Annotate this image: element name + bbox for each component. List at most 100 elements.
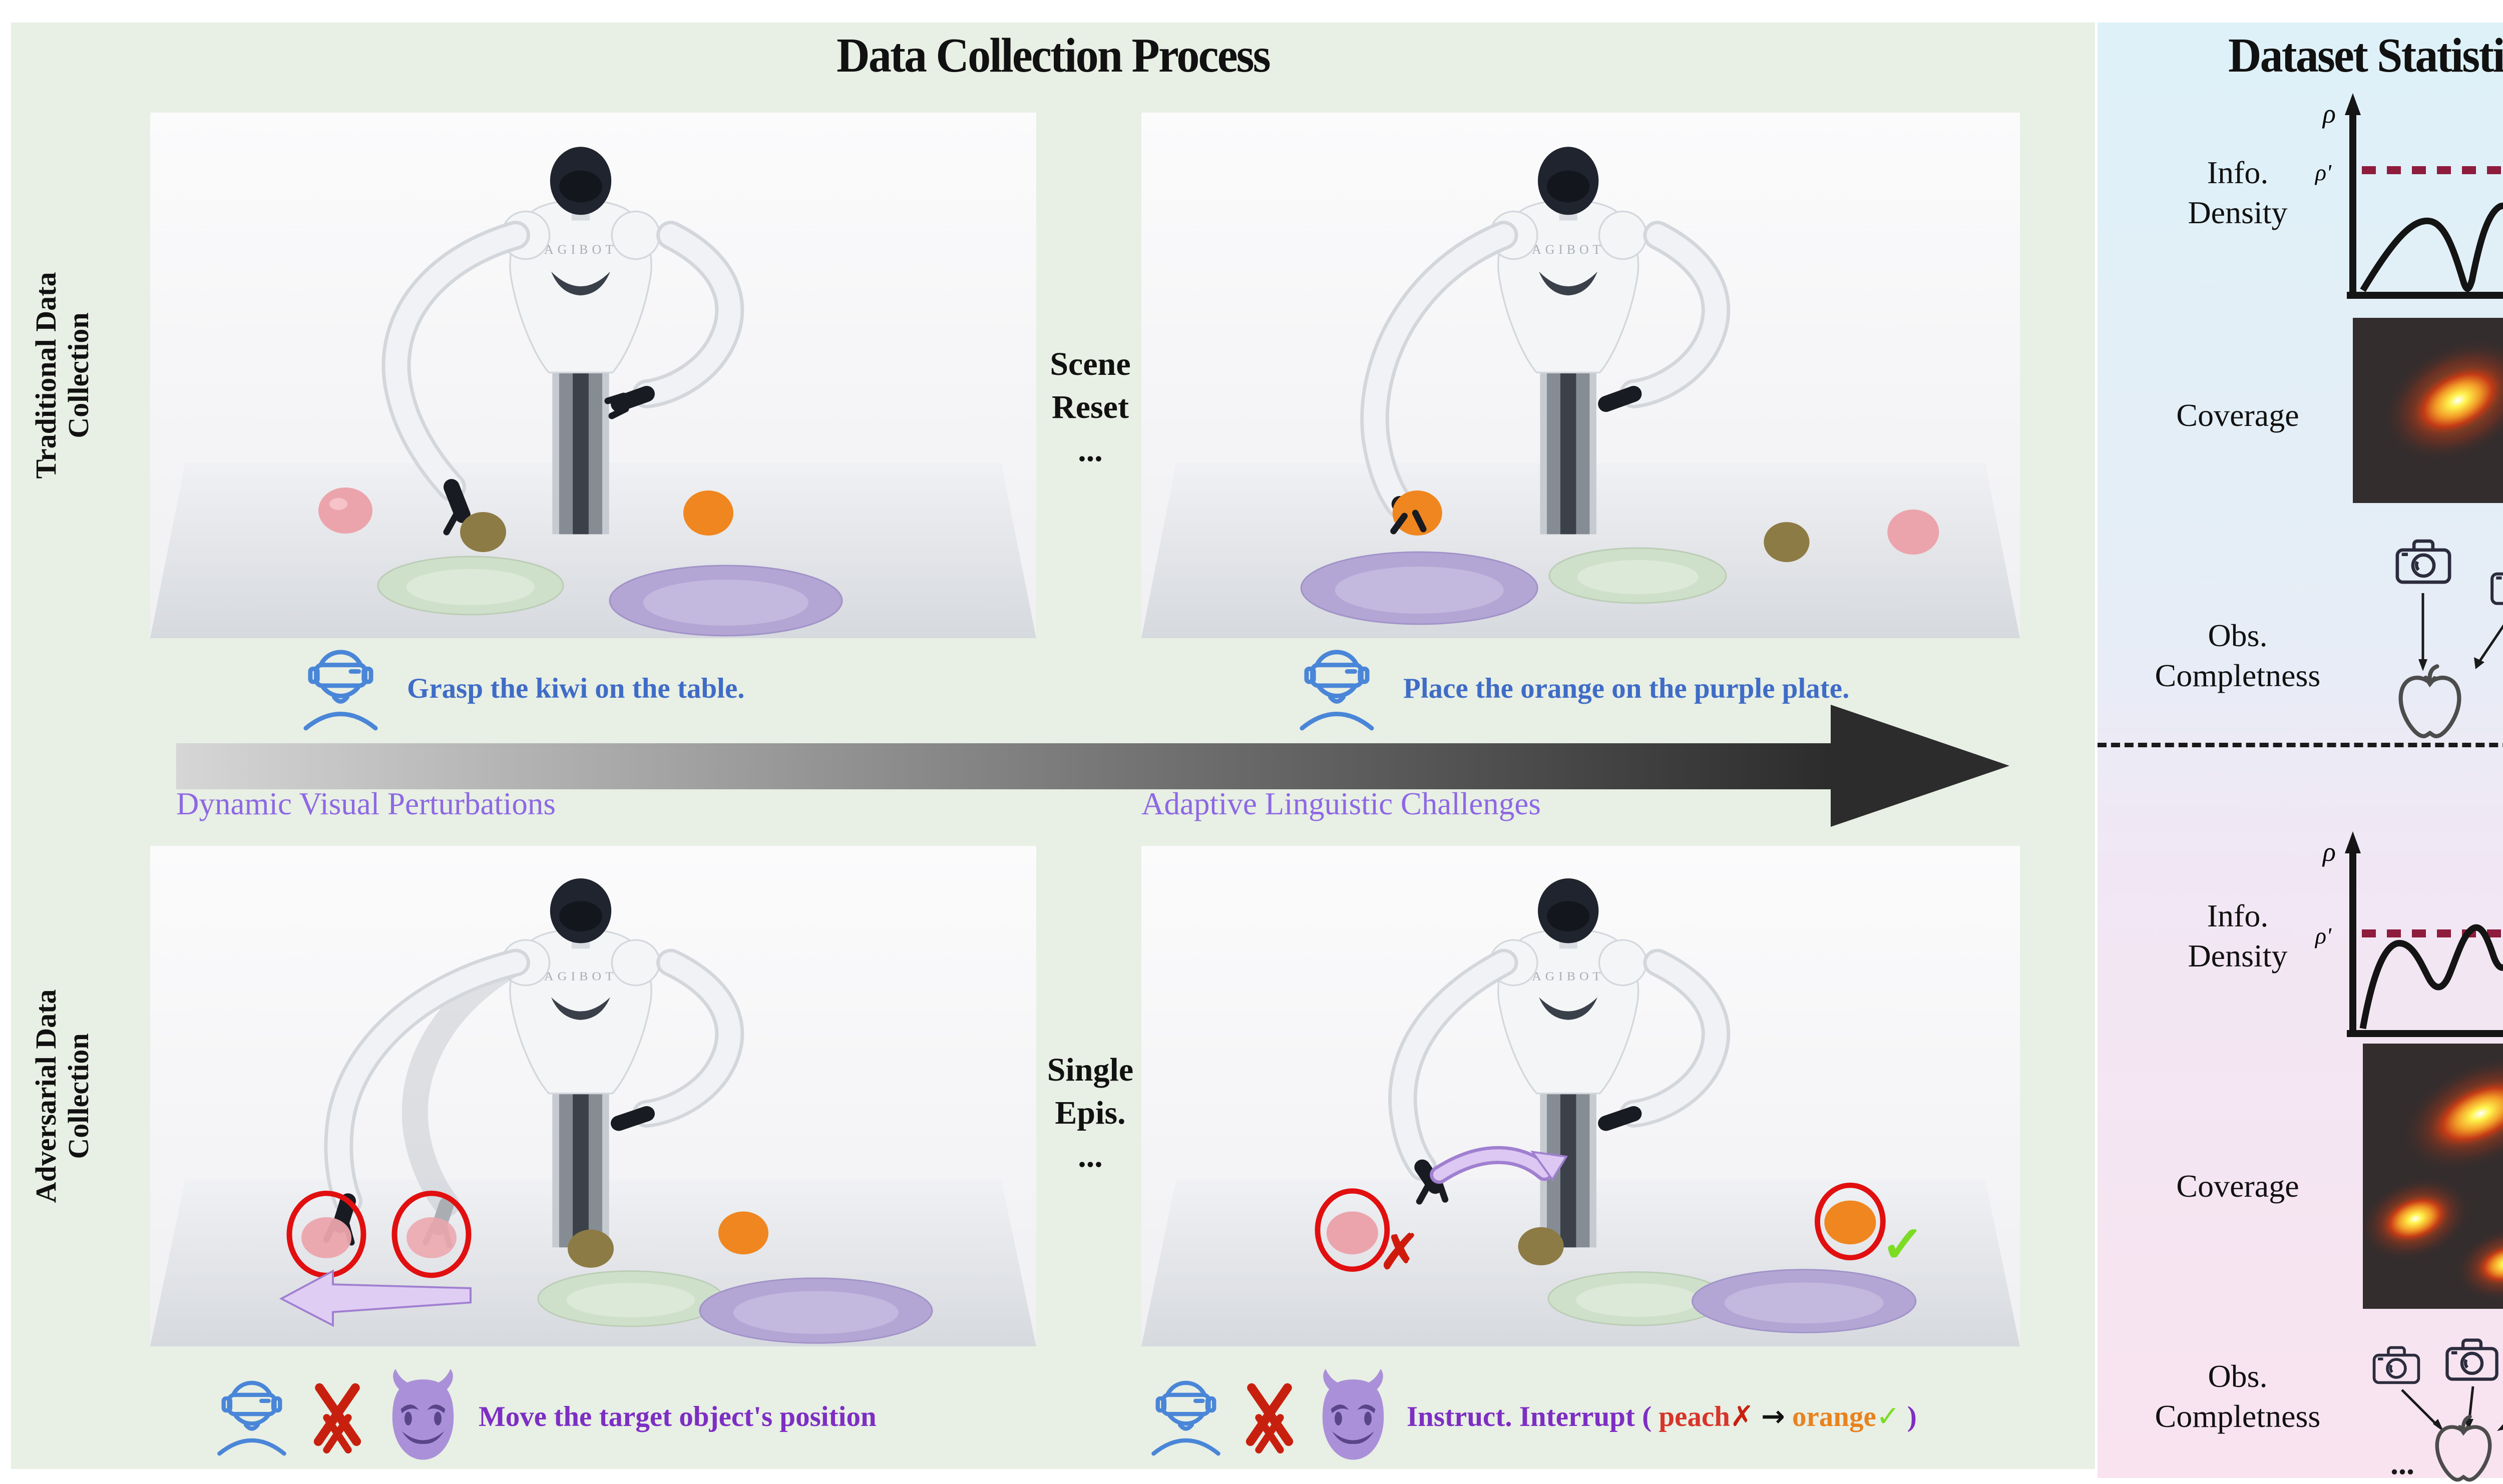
robot-brand-text: AGIBOT: [1532, 969, 1604, 983]
cross-mark: ✗: [1379, 1226, 1420, 1279]
apple-icon: [2437, 1416, 2489, 1479]
adversarial-row-label: Adversarial Data Collection: [30, 821, 110, 1371]
single-epis-line1: Single: [1047, 1052, 1134, 1088]
info-label-line1: Info.: [2207, 155, 2269, 190]
info-label-line2: Density: [2188, 938, 2288, 973]
obs-completeness-label-top: Obs. Completness: [2128, 616, 2348, 696]
adversary-devil-icon: [1311, 1369, 1396, 1464]
coverage-label-bottom: Coverage: [2128, 1166, 2348, 1206]
info-density-chart-traditional: ρ ρ' t: [2314, 93, 2503, 299]
obs-label-line2: Completness: [2155, 658, 2321, 693]
kiwi: [1518, 1227, 1564, 1266]
info-density-chart-adversarial: ρ ρ' t: [2314, 831, 2503, 1037]
robot-brand-text: AGIBOT: [1532, 242, 1604, 257]
caption-grasp-kiwi: Grasp the kiwi on the table.: [294, 646, 745, 731]
traditional-row-label: Traditional Data Collection: [30, 100, 110, 651]
caption-grasp-text: Grasp the kiwi on the table.: [407, 672, 745, 704]
camera-icon: [2397, 541, 2449, 582]
caption-interrupt-text: Instruct. Interrupt ( peach✗ → orange✓ ): [1407, 1400, 1917, 1433]
vr-operator-icon: [209, 1377, 294, 1456]
coverage-label-top: Coverage: [2128, 395, 2348, 435]
camera-icon: [2374, 1347, 2419, 1382]
more-views-dots: ...: [2390, 1445, 2414, 1481]
orange: [1824, 1200, 1876, 1245]
photo-traditional-grasp-kiwi: AGIBOT: [150, 113, 1036, 638]
rejected-object: peach: [1658, 1401, 1730, 1432]
obs-label-line2: Completness: [2155, 1398, 2321, 1434]
photo-adversarial-linguistic-challenge: AGIBOT ✗ ✓: [1141, 846, 2020, 1346]
annotation-red-circle: [1315, 1188, 1390, 1272]
caption-move-text: Move the target object's position: [479, 1400, 877, 1432]
left-panel-title: Data Collection Process: [837, 29, 1271, 83]
info-density-label-top: Info. Density: [2128, 153, 2348, 233]
adversarial-label-line2: Collection: [62, 1033, 95, 1159]
data-collection-panel: Data Collection Process Traditional Data…: [11, 23, 2095, 1469]
obs-label-line1: Obs.: [2208, 1358, 2268, 1394]
caption-place-text: Place the orange on the purple plate.: [1403, 672, 1850, 704]
rho-axis-label: ρ: [2322, 837, 2336, 867]
dataset-statistics-panel: Dataset Statistics Info. Density ρ ρ' t …: [2098, 23, 2503, 1478]
rho-prime-label: ρ': [2314, 923, 2332, 948]
no-teleop-icon: [1239, 1379, 1300, 1453]
obs-completeness-graphic-adversarial: ...: [2283, 1334, 2503, 1484]
peach-new: [406, 1217, 457, 1258]
right-arrow-icon: [176, 705, 2009, 827]
peach-old: [301, 1217, 351, 1258]
check-mark: ✓: [1881, 1217, 1924, 1273]
info-label-line1: Info.: [2207, 898, 2269, 933]
single-epis-dots: ...: [1078, 1137, 1103, 1174]
adversarial-label-line1: Adversarial Data: [30, 989, 62, 1203]
obs-completeness-graphic-traditional: [2323, 533, 2503, 738]
coverage-label-text: Coverage: [2176, 1168, 2299, 1204]
cross-mark: ✗: [1730, 1400, 1754, 1433]
peach: [1887, 510, 1939, 555]
apple-icon: [2401, 666, 2459, 736]
vr-operator-icon: [1143, 1377, 1228, 1456]
rho-prime-label: ρ': [2314, 160, 2332, 185]
rho-axis-label: ρ: [2322, 99, 2336, 129]
kiwi: [568, 1229, 614, 1268]
caption-place-orange: Place the orange on the purple plate.: [1291, 646, 1849, 731]
stats-panel-title: Dataset Statistics: [2228, 29, 2503, 83]
subtitle-visual-perturbations: Dynamic Visual Perturbations: [176, 786, 556, 821]
coverage-label-text: Coverage: [2176, 397, 2299, 433]
interrupt-label: Instruct. Interrupt: [1407, 1401, 1635, 1432]
paren-open: (: [1642, 1401, 1652, 1432]
paren-close: ): [1907, 1401, 1917, 1432]
scene-reset-line1: Scene: [1050, 346, 1131, 382]
orange: [683, 490, 733, 536]
single-episode-note: Single Epis. ...: [1035, 1049, 1145, 1177]
no-teleop-icon: [307, 1379, 367, 1453]
annotation-red-circle: [391, 1191, 472, 1278]
orange: [718, 1211, 768, 1255]
peach: [318, 487, 372, 534]
info-density-label-bottom: Info. Density: [2128, 896, 2348, 976]
single-epis-line2: Epis.: [1055, 1094, 1126, 1131]
coverage-heatmap-adversarial: [2363, 1044, 2503, 1309]
photo-adversarial-visual-perturbation: AGIBOT: [150, 846, 1036, 1346]
camera-icon: [2447, 1340, 2496, 1379]
robot-brand-text: AGIBOT: [544, 969, 617, 983]
accepted-object: orange: [1792, 1401, 1876, 1432]
traditional-label-line1: Traditional Data: [30, 272, 62, 479]
annotation-red-circle: [1815, 1182, 1886, 1261]
robot-brand-text: AGIBOT: [544, 242, 617, 257]
subtitle-linguistic-challenges: Adaptive Linguistic Challenges: [1141, 786, 1541, 821]
photo-traditional-place-orange: AGIBOT: [1141, 113, 2020, 638]
coverage-heatmap-traditional: [2353, 318, 2503, 503]
check-mark: ✓: [1876, 1400, 1900, 1433]
traditional-label-line2: Collection: [62, 312, 95, 438]
adversary-devil-icon: [380, 1369, 466, 1464]
caption-instruct-interrupt: Instruct. Interrupt ( peach✗ → orange✓ ): [1143, 1369, 1917, 1464]
kiwi: [1764, 522, 1810, 562]
camera-icon: [2492, 566, 2503, 603]
info-label-line2: Density: [2188, 195, 2288, 230]
right-arrow-glyph: →: [1761, 1400, 1785, 1433]
kiwi: [460, 512, 506, 552]
section-divider-dashed: [2098, 743, 2503, 747]
obs-label-line1: Obs.: [2208, 618, 2268, 653]
obs-completeness-label-bottom: Obs. Completness: [2128, 1356, 2348, 1436]
scene-reset-line2: Reset: [1052, 388, 1129, 425]
caption-move-object: Move the target object's position: [209, 1369, 877, 1464]
move-left-arrow: [279, 1269, 472, 1327]
